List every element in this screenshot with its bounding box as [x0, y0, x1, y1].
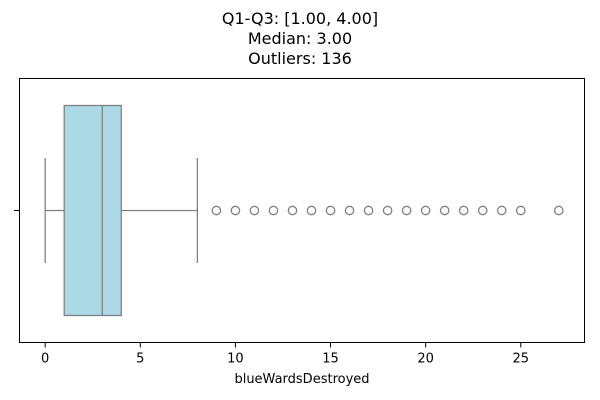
outlier-point — [420, 205, 431, 216]
outlier-point — [515, 205, 526, 216]
x-tick-label: 25 — [512, 352, 529, 367]
x-axis-label: blueWardsDestroyed — [234, 372, 369, 387]
outlier-point — [211, 205, 222, 216]
x-tick-label: 20 — [417, 352, 434, 367]
outlier-point — [382, 205, 393, 216]
outlier-point — [325, 205, 336, 216]
outlier-point — [363, 205, 374, 216]
iqr-box — [63, 104, 122, 317]
outlier-point — [458, 205, 469, 216]
outlier-point — [344, 205, 355, 216]
outlier-point — [230, 205, 241, 216]
outlier-point — [287, 205, 298, 216]
title-line-outliers: Outliers: 136 — [248, 49, 352, 68]
title-line-median: Median: 3.00 — [247, 29, 353, 48]
outlier-point — [306, 205, 317, 216]
outlier-point — [496, 205, 507, 216]
outlier-point — [553, 205, 564, 216]
outlier-point — [249, 205, 260, 216]
chart-title: Q1-Q3: [1.00, 4.00] Median: 3.00 Outlier… — [0, 9, 600, 69]
outlier-point — [439, 205, 450, 216]
title-line-iqr: Q1-Q3: [1.00, 4.00] — [221, 9, 379, 28]
outlier-point — [401, 205, 412, 216]
x-tick-label: 10 — [227, 352, 244, 367]
x-tick-label: 0 — [41, 352, 49, 367]
x-tick-label: 5 — [136, 352, 144, 367]
outlier-point — [268, 205, 279, 216]
outlier-point — [477, 205, 488, 216]
x-tick-label: 15 — [322, 352, 339, 367]
